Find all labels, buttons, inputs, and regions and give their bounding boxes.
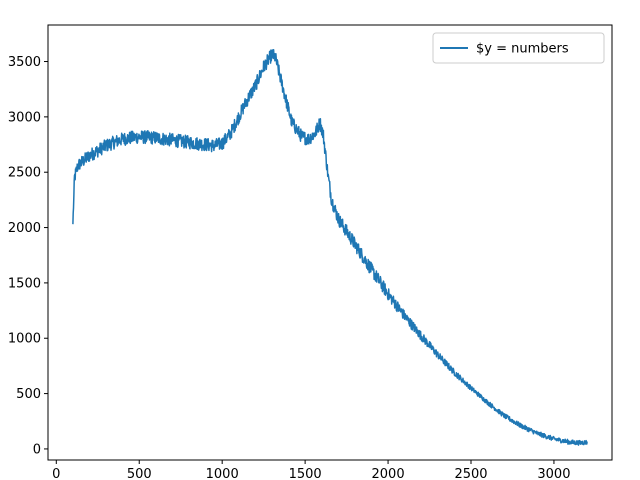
x-tick-label: 500 bbox=[127, 467, 152, 480]
axes-frame bbox=[47, 24, 613, 461]
y-tick-label: 500 bbox=[16, 387, 41, 402]
x-tick-label: 2500 bbox=[454, 467, 487, 480]
x-axis: 0 500 1000 1500 2000 2500 3000 bbox=[52, 460, 570, 480]
y-tick-label: 3000 bbox=[8, 110, 41, 125]
y-tick-label: 1000 bbox=[8, 332, 41, 347]
plot-area bbox=[72, 49, 588, 446]
legend-box bbox=[432, 32, 605, 64]
y-axis: 0 500 1000 1500 2000 2500 3000 3500 bbox=[8, 55, 48, 457]
x-tick-label: 3000 bbox=[537, 467, 570, 480]
x-tick-label: 1000 bbox=[206, 467, 239, 480]
legend: $y = numbers bbox=[432, 32, 605, 64]
series-line bbox=[72, 49, 588, 446]
y-tick-label: 2500 bbox=[8, 166, 41, 181]
y-tick-label: 1500 bbox=[8, 276, 41, 291]
x-tick-label: 2000 bbox=[372, 467, 405, 480]
x-tick-label: 0 bbox=[52, 467, 60, 480]
y-tick-label: 2000 bbox=[8, 221, 41, 236]
y-tick-label: 0 bbox=[33, 442, 41, 457]
legend-label: $y = numbers bbox=[476, 42, 569, 57]
x-tick-label: 1500 bbox=[289, 467, 322, 480]
y-tick-label: 3500 bbox=[8, 55, 41, 70]
